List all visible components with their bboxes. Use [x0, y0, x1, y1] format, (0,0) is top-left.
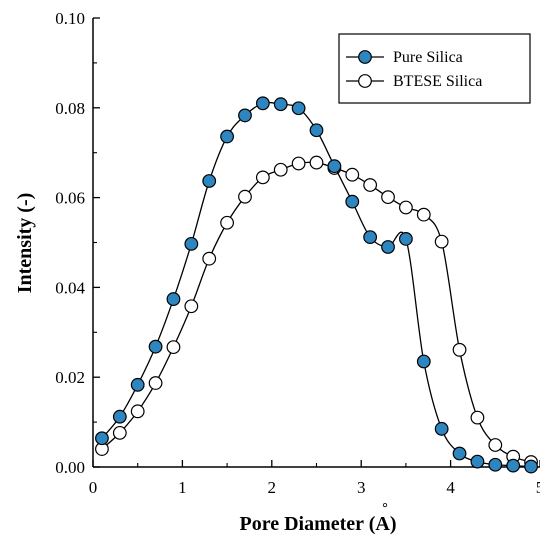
data-point-pure-silica: [130, 377, 145, 392]
data-point-btese-silica: [202, 251, 217, 266]
data-point-btese-silica: [238, 189, 252, 204]
series-layer: [95, 96, 538, 474]
data-point-pure-silica: [184, 236, 199, 251]
data-point-pure-silica: [488, 457, 503, 472]
data-point-btese-silica: [363, 178, 378, 192]
x-tick-label: 5: [536, 478, 540, 497]
y-tick-label: 0.04: [55, 278, 85, 297]
data-point-pure-silica: [327, 159, 342, 174]
x-tick-label: 0: [89, 478, 98, 497]
data-point-pure-silica: [166, 292, 181, 306]
data-point-pure-silica: [148, 339, 163, 354]
y-axis-title: Intensity (-): [14, 193, 36, 294]
legend: Pure Silica BTESE Silica: [338, 33, 531, 104]
y-axis-ticks: 0.00 0.02 0.04 0.06 0.08 0.10: [55, 9, 100, 477]
x-tick-label: 3: [357, 478, 366, 497]
data-point-btese-silica: [166, 340, 181, 355]
y-tick-label: 0.06: [55, 189, 85, 208]
legend-entry-pure-silica: Pure Silica: [346, 49, 463, 66]
data-point-btese-silica: [470, 410, 485, 425]
data-point-pure-silica: [506, 458, 521, 473]
x-tick-label: 1: [178, 478, 187, 497]
data-point-btese-silica: [399, 200, 413, 215]
legend-box: [338, 33, 531, 104]
data-point-pure-silica: [452, 446, 467, 461]
x-tick-label: 2: [268, 478, 277, 497]
data-point-pure-silica: [416, 354, 431, 369]
data-point-btese-silica: [255, 170, 270, 185]
legend-entry-btese-silica: BTESE Silica: [346, 73, 482, 90]
data-point-btese-silica: [309, 155, 324, 170]
legend-label-btese-silica: BTESE Silica: [393, 73, 482, 90]
data-point-pure-silica: [112, 409, 127, 424]
data-point-pure-silica: [255, 96, 270, 111]
x-tick-label: 4: [446, 478, 455, 497]
data-point-btese-silica: [273, 162, 288, 177]
data-point-btese-silica: [130, 404, 145, 419]
series-pure-silica: [95, 96, 538, 474]
x-axis-title: Pore Diameter (A): [240, 513, 397, 535]
y-tick-label: 0.08: [55, 99, 85, 118]
data-point-pure-silica: [95, 431, 109, 446]
data-point-pure-silica: [220, 129, 235, 144]
y-tick-label: 0.00: [55, 458, 85, 477]
legend-marker-pure-silica: [358, 50, 372, 64]
angstrom-ring: °: [382, 501, 388, 516]
data-point-pure-silica: [345, 194, 360, 209]
series-line-btese-silica: [101, 161, 532, 463]
data-point-pure-silica: [273, 97, 288, 112]
y-tick-label: 0.10: [55, 9, 85, 28]
data-point-pure-silica: [434, 421, 449, 436]
data-point-btese-silica: [416, 207, 431, 222]
data-point-btese-silica: [381, 190, 395, 205]
data-point-pure-silica: [381, 240, 395, 254]
data-point-btese-silica: [184, 299, 199, 314]
data-point-btese-silica: [148, 376, 163, 390]
angstrom-unit: A: [375, 513, 390, 535]
data-point-btese-silica: [112, 425, 127, 440]
data-point-btese-silica: [291, 156, 306, 171]
data-point-btese-silica: [345, 167, 360, 182]
data-point-pure-silica: [363, 230, 378, 245]
legend-marker-btese-silica: [358, 74, 372, 88]
series-btese-silica: [95, 155, 538, 469]
data-point-pure-silica: [202, 174, 217, 188]
data-point-btese-silica: [220, 215, 235, 230]
y-tick-label: 0.02: [55, 368, 85, 387]
data-point-pure-silica: [524, 459, 538, 474]
data-point-pure-silica: [309, 123, 324, 138]
data-point-pure-silica: [238, 108, 252, 123]
data-point-btese-silica: [452, 342, 467, 357]
data-point-pure-silica: [291, 101, 306, 116]
data-point-btese-silica: [488, 438, 503, 452]
data-point-pure-silica: [470, 454, 485, 469]
data-point-pure-silica: [399, 232, 413, 246]
legend-label-pure-silica: Pure Silica: [393, 49, 463, 66]
data-point-btese-silica: [434, 234, 449, 249]
